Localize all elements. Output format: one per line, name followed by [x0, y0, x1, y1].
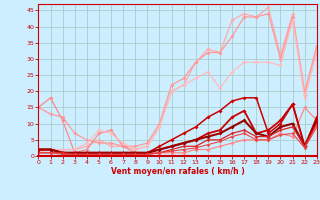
X-axis label: Vent moyen/en rafales ( km/h ): Vent moyen/en rafales ( km/h ): [111, 167, 244, 176]
